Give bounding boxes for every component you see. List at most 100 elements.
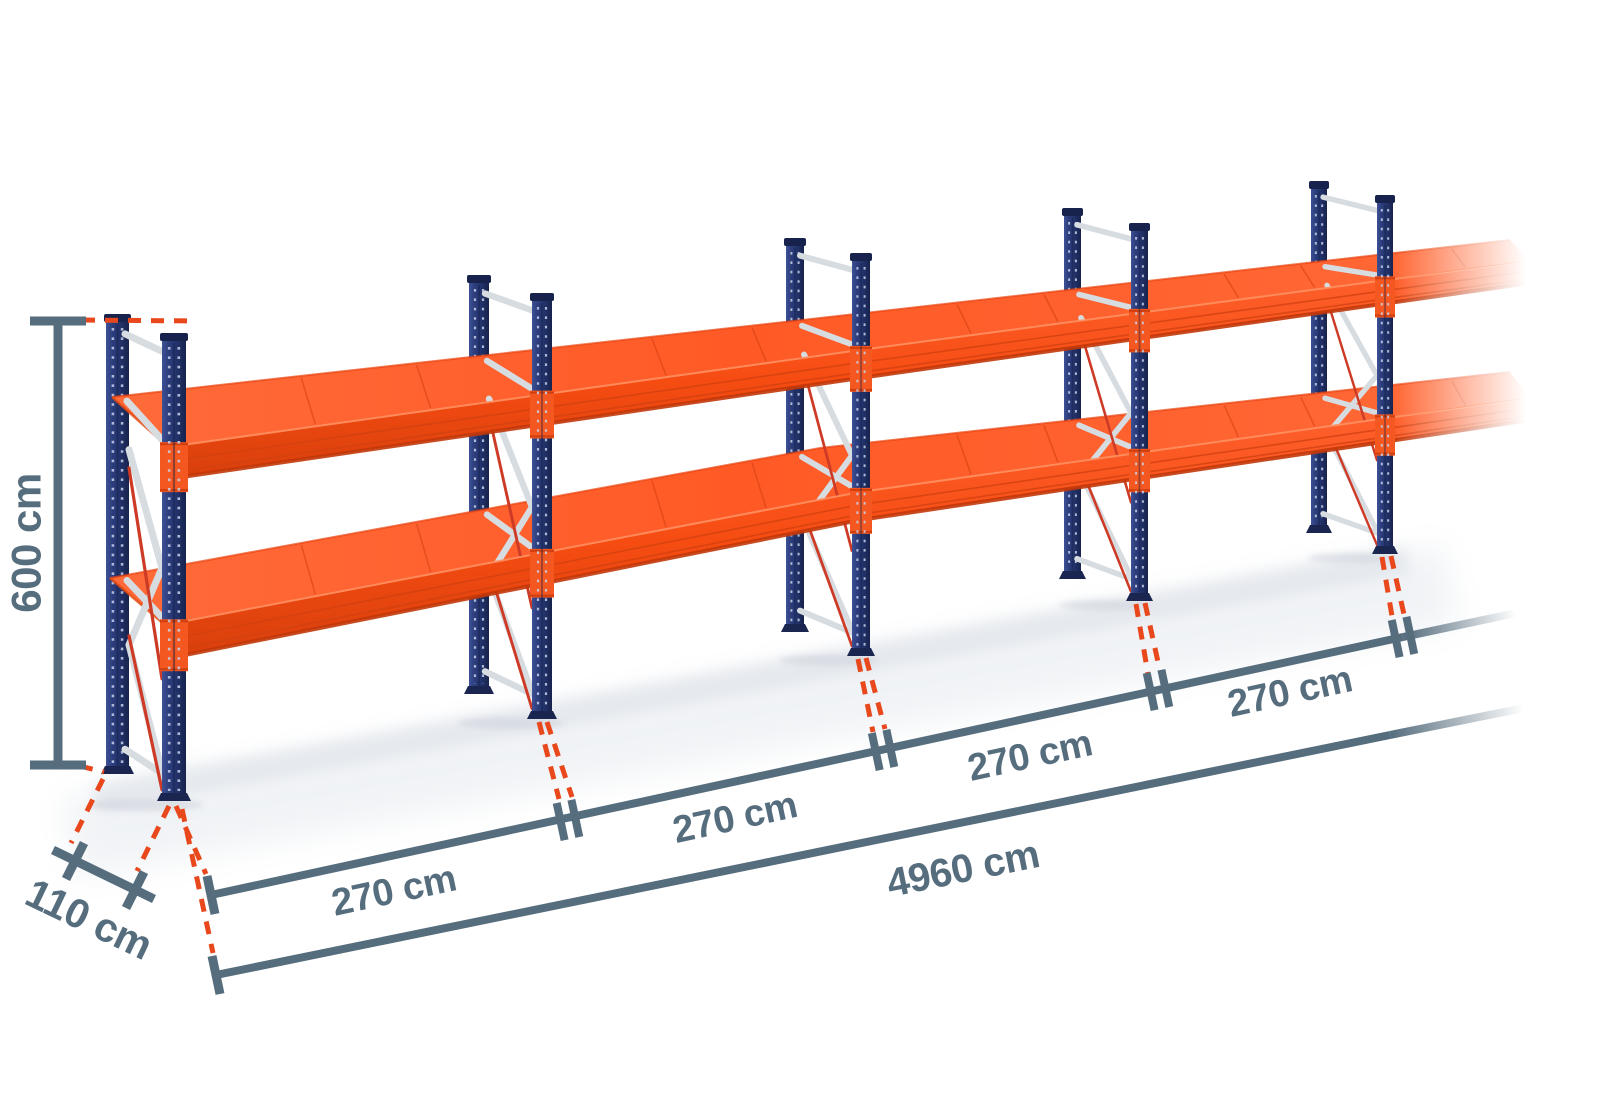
frame-2-shadow [457, 717, 564, 729]
frame-4-brace-diagonal-3 [1078, 471, 1134, 580]
extension-line-total-start [179, 808, 216, 954]
bay-chain-tick-1b [567, 798, 584, 838]
extension-lines [68, 317, 1408, 954]
total-length-label: 4960 cm [883, 832, 1043, 906]
lower-deck-seam [651, 480, 667, 528]
frame-4-front-post-baseplate [1126, 593, 1153, 601]
upper-deck-seam [300, 377, 317, 425]
upper-deck-seam [651, 338, 667, 376]
front-uprights [157, 195, 1398, 801]
floor-shadow [62, 545, 1458, 878]
upper-deck-seam [1450, 248, 1467, 269]
depth-dimension-cap-front [121, 869, 149, 911]
bay-chain-line [210, 633, 1404, 899]
height-dimension-label: 600 cm [3, 473, 50, 612]
frame-1-brace-upper-level [123, 397, 168, 446]
lower-beam-face [165, 398, 1530, 659]
frame-3-cross-rod-2 [802, 512, 854, 648]
frame-3-front-post-cap [850, 253, 872, 261]
floor-shadow-wide [62, 545, 1458, 878]
frame-4-front-post-upper-connector [1129, 308, 1150, 353]
height-dimension: 600 cm [3, 316, 86, 770]
lower-shelf-deck-back-edge [109, 371, 1511, 579]
frame-5-brace-top [1320, 194, 1384, 215]
upper-beam-face [168, 261, 1530, 479]
frame-2-brace-lower-level [483, 511, 538, 552]
frame-2-front-post-upper-connector [530, 390, 554, 439]
frame-1-brace-diagonal-1 [125, 446, 166, 572]
frame-3-front-post-upper-connector [850, 345, 872, 392]
extension-line-depth-back [68, 777, 106, 845]
extension-line-depth-front [134, 804, 172, 873]
frame-2-front-post-baseplate [527, 711, 557, 719]
frame-5-brace-upper-level [1322, 264, 1382, 278]
upper-shelf-deck-back-edge [111, 239, 1511, 398]
bay-chain-tick-2a [867, 732, 884, 772]
bay-chain-tick-4a [1387, 619, 1404, 659]
lower-deck-seam [956, 434, 972, 475]
frame-1-front-post-upper-connector [160, 442, 188, 493]
depth-dimension-cap-back [61, 840, 89, 882]
frame-1-cross-rod-2 [127, 634, 164, 792]
upper-deck-seam [751, 327, 767, 362]
lower-deck-seam [1043, 425, 1059, 463]
frame-5-front-post-lower-connector [1375, 414, 1395, 456]
frame-4-back-post-baseplate [1059, 571, 1086, 579]
frame-3-front-post-lower-connector [850, 487, 872, 534]
frame-1-front-post [162, 337, 186, 799]
upper-deck-seam [1043, 294, 1059, 323]
frame-2-front-post-lower-connector [530, 548, 554, 598]
lower-deck-seam [751, 462, 767, 509]
frame-3-back-post-cap [784, 238, 806, 246]
bay-chain-line-fade [1402, 609, 1517, 641]
lower-deck-seam [415, 523, 432, 573]
frame-3-shadow [778, 654, 878, 666]
lower-deck-seam [1223, 405, 1240, 438]
extension-line-frame4-b [1142, 602, 1163, 672]
extension-line-frame5-a [1379, 556, 1396, 623]
frame-1-front-post-lower-connector [160, 619, 188, 672]
extension-line-bay-start [173, 804, 209, 876]
frame-3-brace-upper-level [799, 322, 857, 349]
total-length-line [215, 731, 1391, 979]
frame-4-cross-rod-2 [1079, 466, 1133, 593]
total-length-line-fade [1389, 704, 1525, 739]
frame-5-back-post-baseplate [1306, 525, 1332, 533]
lower-deck-seam [1450, 380, 1467, 406]
frame-2-back-post-baseplate [464, 686, 494, 694]
extension-line-frame3-b [863, 657, 888, 730]
frame-5-shadow [1307, 553, 1397, 563]
frame-1-brace-diagonal-2 [125, 564, 166, 649]
lower-deck-seam [1299, 396, 1316, 427]
frame-4-brace-lower-level [1076, 422, 1136, 451]
floor-shadow-band [92, 546, 1411, 812]
frame-1-back-post-baseplate [101, 766, 134, 774]
frame-1-brace-top [121, 330, 170, 357]
extension-line-frame3-a [855, 658, 876, 733]
frame-2-front-post-cap [530, 293, 554, 301]
bay-chain-tick-4b [1402, 615, 1419, 655]
frame-5-back-post-cap [1309, 181, 1329, 189]
bay-chain-tick-2b [882, 728, 899, 768]
frame-5-front-post-cap [1375, 195, 1395, 203]
upper-deck-seam [956, 304, 972, 334]
bay-chain-cap-start [202, 875, 220, 915]
extension-line-height-top [81, 317, 197, 324]
frame-1-cross-rod-1 [127, 466, 164, 681]
frame-4-shadow [1059, 599, 1153, 611]
lower-deck-seam [300, 544, 317, 595]
bay-chain-tick-3a [1142, 672, 1159, 712]
frame-2-brace-upper-level [483, 357, 538, 394]
frame-5-front-post-baseplate [1372, 546, 1398, 554]
frame-1-front-post-cap [160, 333, 188, 341]
frame-2-back-post-cap [467, 275, 491, 283]
frame-2-brace-top [481, 290, 540, 315]
upper-deck-seam [1223, 273, 1240, 299]
frame-4-front-post-lower-connector [1129, 448, 1150, 493]
frame-3-brace-top [797, 252, 859, 274]
upper-deck-seam [1299, 265, 1316, 289]
extension-line-frame4-a [1133, 603, 1151, 675]
upper-shelf-deck [112, 240, 1530, 447]
